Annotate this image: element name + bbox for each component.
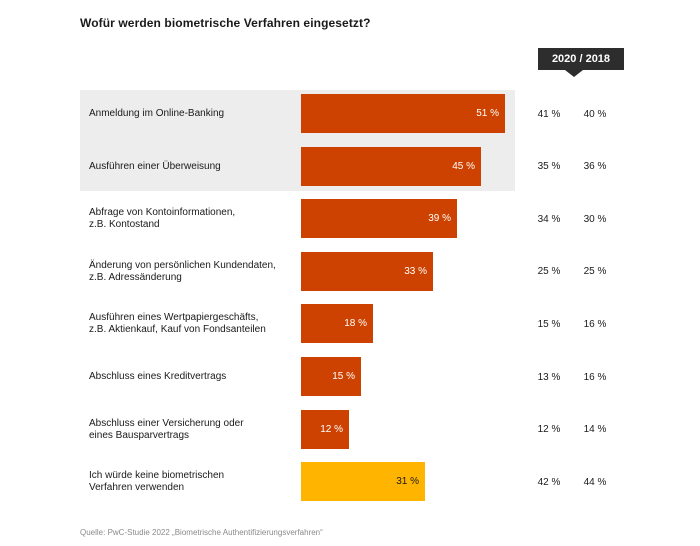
value-2018: 30 % [583,213,607,225]
value-2020: 34 % [537,213,561,225]
category-label: Änderung von persönlichen Kundendaten, z… [89,259,276,283]
value-2018: 16 % [583,318,607,330]
value-2020: 12 % [537,424,561,436]
category-label: Abschluss einer Versicherung oder eines … [89,417,244,441]
category-label: Ausführen eines Wertpapiergeschäfts, z.B… [89,312,266,336]
bar-value-label: 33 % [404,265,427,277]
bar-value-label: 15 % [332,371,355,382]
bar: 33 % [301,251,433,291]
category-label: Ausführen einer Überweisung [89,160,221,172]
bar-row: Abschluss eines Kreditvertrags 15 % 13 % 16… [80,351,620,403]
value-2020: 13 % [537,371,561,383]
value-2018: 14 % [583,424,607,436]
bar-row: Ausführen einer Überweisung 45 % 35 % 36 % [80,141,620,193]
value-2018: 16 % [583,371,607,383]
bar-row: Anmeldung im Online-Banking 51 % 41 % 40 % [80,88,620,140]
source-note: Quelle: PwC-Studie 2022 „Biometrische Au… [80,528,323,537]
bar-value-label: 51 % [476,108,499,119]
value-2018: 44 % [583,476,607,488]
bar: 45 % [301,146,481,186]
year-header: 2020 / 2018 [538,48,624,70]
value-2020: 25 % [537,266,561,278]
value-2018: 25 % [583,266,607,278]
bar-row: Ich würde keine biometrischen Verfahren … [80,456,620,508]
value-2020: 15 % [537,318,561,330]
value-2020: 41 % [537,108,561,120]
category-label: Abschluss eines Kreditvertrags [89,371,227,382]
chart-title: Wofür werden biometrische Verfahren eing… [80,16,371,30]
bar: 31 % [301,462,425,502]
bar-value-label: 45 % [452,160,475,172]
bar-row: Änderung von persönlichen Kundendaten, z… [80,246,620,298]
value-2018: 40 % [583,108,607,120]
value-2018: 36 % [583,161,607,173]
value-2020: 35 % [537,161,561,173]
bar-row: Ausführen eines Wertpapiergeschäfts, z.B… [80,298,620,350]
category-label: Abfrage von Kontoinformationen, z.B. Kon… [89,207,236,231]
bar: 12 % [301,409,349,449]
bar-value-label: 18 % [344,318,367,330]
bar-value-label: 31 % [396,476,419,488]
bar-value-label: 39 % [428,213,451,225]
bar: 15 % [301,357,361,396]
bar-row: Abschluss einer Versicherung oder eines … [80,404,620,456]
bar-row: Abfrage von Kontoinformationen, z.B. Kon… [80,193,620,245]
value-2020: 42 % [537,476,561,488]
bar-value-label: 12 % [320,423,343,435]
category-label: Ich würde keine biometrischen Verfahren … [89,470,225,494]
bar: 18 % [301,304,373,344]
category-label: Anmeldung im Online-Banking [89,108,225,119]
bar: 39 % [301,199,457,239]
bar: 51 % [301,94,505,133]
year-header-notch [565,70,583,77]
